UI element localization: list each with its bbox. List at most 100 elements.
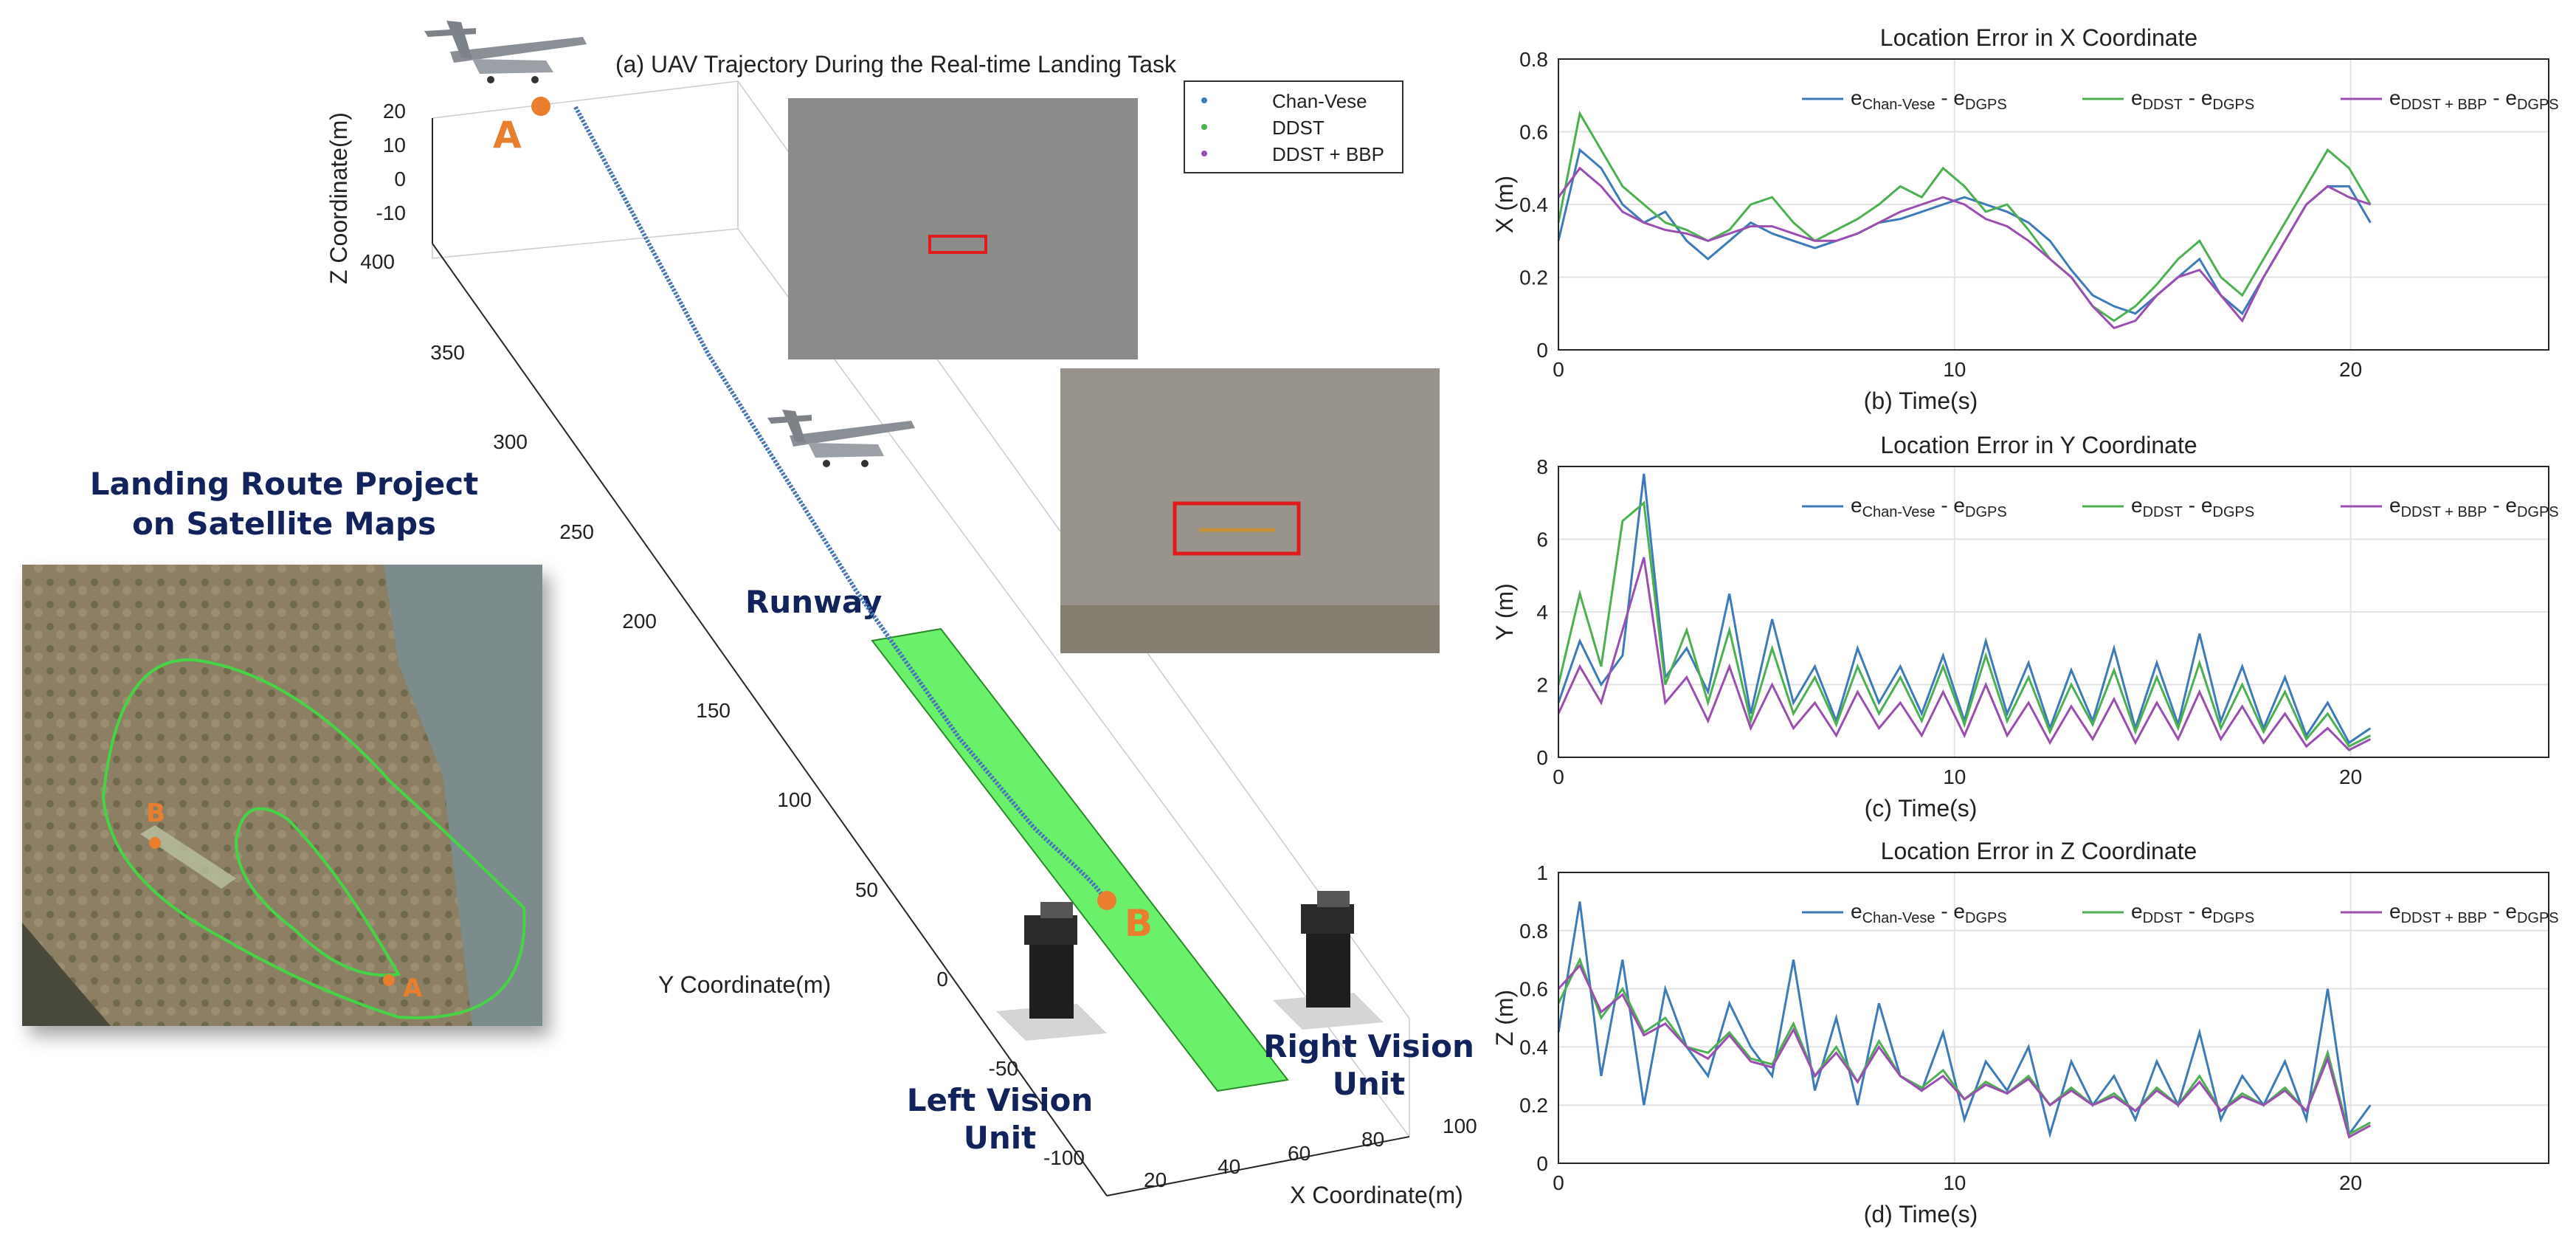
plot-frame: [1558, 466, 2549, 758]
y-tick-label: 250: [559, 520, 594, 543]
y-tick-label: 350: [430, 341, 465, 364]
x-axis-label: (b) Time(s): [1864, 388, 1978, 414]
chart-title: Location Error in Y Coordinate: [1880, 432, 2197, 458]
y-tick-label: 400: [360, 250, 395, 273]
satellite-runway: [140, 825, 236, 889]
y-axis-label: Y (m): [1491, 583, 1518, 641]
y-axis-line: [432, 243, 1108, 1196]
x-tick-label: 0: [1553, 765, 1564, 788]
camera-view-near: [1060, 368, 1440, 653]
x-tick-label: 20: [2339, 358, 2362, 381]
y-tick-labels: 400 350 300 250 200 150 100 50 0 -50 -10…: [360, 250, 1085, 1169]
trajectory-ddst-bbp-path: [575, 106, 1105, 900]
y-tick-label: 0.8: [1519, 48, 1548, 71]
legend-label: eDDST + BBP - eDGPS: [2389, 900, 2559, 926]
error-chart-z: 0 10 20 0 0.2 0.4 0.6 0.8 1 Location Error in Z C…: [1491, 838, 2559, 1227]
z-tick-label: 10: [383, 134, 406, 156]
y-tick-label: 0: [1536, 746, 1548, 769]
plot-frame: [1558, 872, 2549, 1164]
camera-view-far: [788, 98, 1138, 359]
y-tick-label: 0.4: [1519, 1036, 1548, 1058]
z-axis-label: Z Coordinate(m): [325, 112, 352, 284]
satellite-title: on Satellite Maps: [132, 506, 436, 542]
legend-dot-ddst: [1201, 124, 1207, 130]
x-tick-label: 20: [1144, 1168, 1167, 1191]
satellite-label-b: B: [146, 799, 165, 828]
y-tick-label: 150: [696, 699, 731, 722]
x-tick-label: 0: [1553, 1171, 1564, 1194]
trajectory-title: (a) UAV Trajectory During the Real-time …: [615, 51, 1177, 78]
y-axis-label: X (m): [1491, 176, 1518, 233]
y-tick-label: 0.4: [1519, 193, 1548, 216]
y-tick-label: 0.2: [1519, 1094, 1548, 1117]
trajectory-panel: (a) UAV Trajectory During the Real-time …: [325, 21, 1477, 1208]
y-tick-label: 200: [622, 610, 657, 633]
legend-label: DDST + BBP: [1272, 143, 1384, 165]
x-tick-label: 80: [1361, 1128, 1384, 1151]
y-tick-label: 100: [777, 788, 812, 811]
right-vision-unit-label: Right Vision: [1263, 1028, 1474, 1064]
left-vision-unit-label: Unit: [964, 1120, 1036, 1156]
uav-icon: [424, 21, 587, 83]
z-tick-label: 20: [383, 100, 406, 123]
legend-dot-chan-vese: [1201, 97, 1207, 103]
y-axis-label: Z (m): [1491, 990, 1518, 1046]
detection-box: [1173, 501, 1301, 556]
series-line-ddst-bbp: [1557, 166, 2371, 330]
legend-label: eDDST - eDGPS: [2131, 86, 2254, 113]
error-chart-y: 0 10 20 0 2 4 6 8 Location Error in Y Coordinate…: [1491, 432, 2559, 822]
left-vision-unit-icon: [996, 902, 1107, 1041]
x-tick-label: 20: [2339, 765, 2362, 788]
point-b-label: B: [1125, 902, 1153, 945]
left-vision-unit-label: Left Vision: [907, 1082, 1094, 1118]
detection-box: [928, 235, 987, 254]
satellite-point-b: [149, 837, 161, 849]
series-line-ddst: [1557, 110, 2372, 323]
landing-route-outer: [101, 658, 526, 1019]
y-tick-label: 300: [493, 430, 528, 453]
y-tick-label: 2: [1536, 674, 1548, 697]
y-tick-label: 4: [1536, 601, 1548, 624]
point-a-label: A: [493, 114, 522, 156]
y-axis-label: Y Coordinate(m): [658, 971, 831, 998]
series-line-chan-vese: [1557, 148, 2372, 316]
x-tick-label: 10: [1943, 765, 1966, 788]
y-tick-label: 0: [1536, 1152, 1548, 1175]
legend-label: Chan-Vese: [1272, 90, 1367, 112]
y-tick-label: 6: [1536, 528, 1548, 551]
plot-frame: [1558, 58, 2549, 351]
y-tick-label: -100: [1043, 1146, 1085, 1169]
y-tick-label: 0: [1536, 339, 1548, 362]
x-axis-label: X Coordinate(m): [1290, 1182, 1463, 1208]
runway-label: Runway: [745, 584, 882, 620]
x-tick-label: 0: [1553, 358, 1564, 381]
x-tick-label: 20: [2339, 1171, 2362, 1194]
x-axis-label: (c) Time(s): [1865, 795, 1978, 822]
x-tick-label: 60: [1288, 1142, 1311, 1165]
series-line-ddst: [1557, 500, 2372, 748]
y-tick-label: 0: [936, 968, 948, 991]
legend-label: eChan-Vese - eDGPS: [1851, 86, 2007, 113]
x-tick-label: 10: [1943, 358, 1966, 381]
z-tick-label: -10: [376, 202, 406, 224]
point-a-marker: [531, 97, 550, 116]
x-axis-line: [1106, 1136, 1410, 1196]
series-line-ddst-bbp: [1557, 557, 2372, 751]
error-chart-x: 0 10 20 0 0.2 0.4 0.6 0.8 Location Error in X Co…: [1491, 24, 2559, 414]
satellite-label-a: A: [403, 974, 423, 1003]
legend-label: DDST: [1272, 117, 1325, 139]
right-vision-unit-icon: [1273, 891, 1384, 1030]
satellite-title: Landing Route Project: [90, 466, 479, 502]
legend-label: eDDST + BBP - eDGPS: [2389, 86, 2559, 113]
y-tick-label: 1: [1536, 861, 1548, 884]
legend-label: eDDST - eDGPS: [2131, 900, 2254, 926]
y-tick-label: 0.6: [1519, 978, 1548, 1001]
chart-title: Location Error in X Coordinate: [1880, 24, 2197, 51]
satellite-map: [22, 565, 542, 1026]
z-tick-label: 0: [394, 168, 406, 190]
legend-label: eChan-Vese - eDGPS: [1851, 494, 2007, 520]
x-tick-labels: 20 40 60 80 100: [1144, 1115, 1477, 1191]
x-tick-label: 40: [1218, 1155, 1240, 1178]
